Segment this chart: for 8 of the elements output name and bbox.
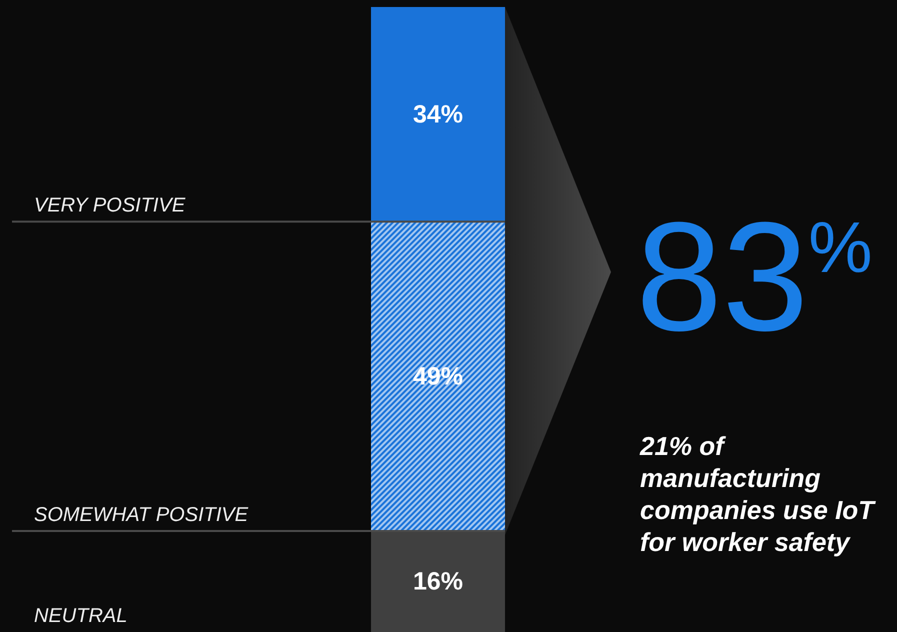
data-label: 16%	[412, 567, 464, 596]
text: NEUTRAL	[34, 605, 128, 627]
text: 21% of manufacturing companies use IoT for worker safety	[640, 430, 877, 558]
data-label: 34%	[412, 100, 464, 128]
data-label: 49%	[412, 362, 464, 390]
ref-line-label: VERY POSITIVE	[34, 194, 186, 217]
text: 83$^{%}$	[636, 190, 872, 363]
ref-line-label: SOMEWHAT POSITIVE	[34, 504, 249, 526]
